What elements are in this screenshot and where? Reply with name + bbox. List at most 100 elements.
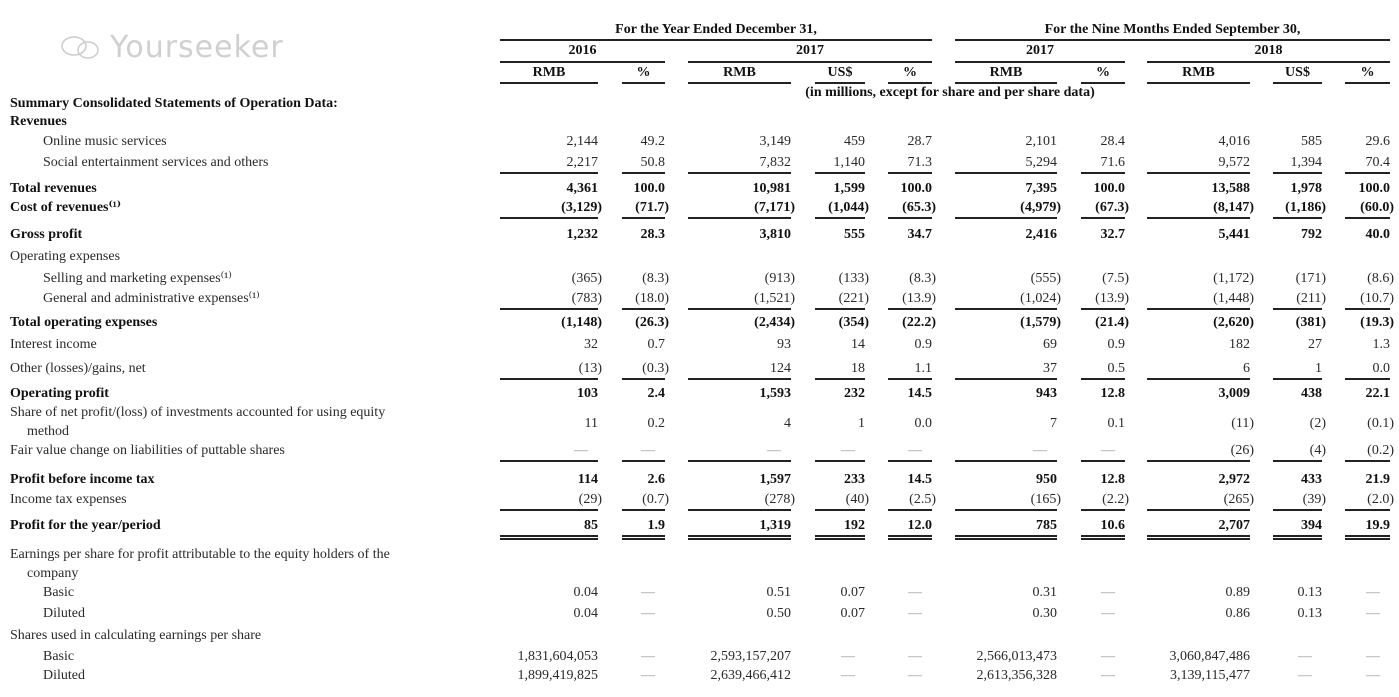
cell-value: — <box>908 668 922 683</box>
cell-value: — <box>641 443 655 458</box>
cell-value: 37 <box>1043 361 1057 376</box>
cell-value: 0.31 <box>1032 585 1058 600</box>
subtotal-rule <box>688 217 791 219</box>
total-double-rule <box>688 535 791 540</box>
cell-value: (13.9) <box>1095 291 1129 306</box>
cell-value: (221) <box>838 291 869 306</box>
cell-value: 4 <box>784 416 791 431</box>
cell-value: (10.7) <box>1360 291 1394 306</box>
cell-value: (0.2) <box>1367 443 1394 458</box>
header-rule <box>955 39 1390 41</box>
cell-value: (7,171) <box>754 200 795 215</box>
cell-value: — <box>1033 443 1047 458</box>
cell-value: 2,217 <box>566 155 599 170</box>
cell-value: 4,361 <box>566 181 599 196</box>
total-double-rule <box>1081 535 1125 540</box>
cell-value: — <box>908 443 922 458</box>
cell-value: (1,448) <box>1213 291 1254 306</box>
row-label: Total revenues <box>10 181 97 196</box>
subtotal-rule <box>955 460 1057 462</box>
cell-value: 3,139,115,477 <box>1170 668 1250 683</box>
column-header: % <box>1360 65 1375 80</box>
column-header: RMB <box>532 65 566 80</box>
cell-value: 2,972 <box>1218 472 1251 487</box>
column-header: US$ <box>827 65 853 80</box>
cell-value: (13.9) <box>902 291 936 306</box>
cell-value: 1,831,604,053 <box>517 649 599 664</box>
cell-value: 124 <box>770 361 791 376</box>
row-label: Summary Consolidated Statements of Opera… <box>10 96 338 111</box>
cell-value: (4,979) <box>1020 200 1061 215</box>
subtotal-rule <box>1081 308 1125 310</box>
cell-value: 29.6 <box>1365 134 1391 149</box>
subtotal-rule <box>815 217 865 219</box>
watermark: Yourseeker <box>110 30 284 65</box>
cell-value: (1,148) <box>561 315 602 330</box>
cell-value: 28.3 <box>640 227 666 242</box>
cell-value: 85 <box>584 518 598 533</box>
row-label: General and administrative expenses⁽¹⁾ <box>43 291 260 306</box>
column-rule <box>1081 82 1125 84</box>
cell-value: — <box>641 668 655 683</box>
cell-value: — <box>908 585 922 600</box>
cell-value: (29) <box>578 492 602 507</box>
cell-value: 1.1 <box>914 361 933 376</box>
cell-value: 0.1 <box>1107 416 1126 431</box>
cell-value: — <box>1298 668 1312 683</box>
subtotal-rule <box>1081 378 1125 380</box>
subtotal-rule <box>622 308 665 310</box>
row-label: Total operating expenses <box>10 315 158 330</box>
cell-value: 0.50 <box>766 606 792 621</box>
row-label: Basic <box>43 649 75 664</box>
wechat-icon <box>61 36 99 59</box>
cell-value: 1.3 <box>1372 337 1391 352</box>
subtotal-rule <box>955 509 1057 511</box>
subtotal-rule <box>1273 378 1322 380</box>
cell-value: 0.0 <box>914 416 933 431</box>
year-header: 2018 <box>1254 43 1283 58</box>
cell-value: 2,639,466,412 <box>710 668 792 683</box>
cell-value: 49.2 <box>640 134 666 149</box>
row-label: Online music services <box>43 134 167 149</box>
subtotal-rule <box>1345 378 1390 380</box>
cell-value: (2.0) <box>1367 492 1394 507</box>
period-year-header: For the Year Ended December 31, <box>615 22 817 37</box>
cell-value: 459 <box>844 134 865 149</box>
total-double-rule <box>1147 535 1250 540</box>
row-label: Operating expenses <box>10 249 121 264</box>
cell-value: 394 <box>1301 518 1322 533</box>
cell-value: 18 <box>851 361 865 376</box>
subtotal-rule <box>955 217 1057 219</box>
subtotal-rule <box>1081 217 1125 219</box>
subtotal-rule <box>1147 378 1250 380</box>
subtotal-rule <box>500 172 598 174</box>
column-header: % <box>1096 65 1110 80</box>
cell-value: — <box>641 649 655 664</box>
cell-value: (354) <box>838 315 869 330</box>
cell-value: 10,981 <box>752 181 792 196</box>
cell-value: 100.0 <box>900 181 933 196</box>
cell-value: (0.7) <box>642 492 669 507</box>
subtotal-rule <box>955 172 1057 174</box>
cell-value: 0.89 <box>1225 585 1251 600</box>
cell-value: (2,434) <box>754 315 795 330</box>
subtotal-rule <box>815 460 865 462</box>
cell-value: 792 <box>1301 227 1322 242</box>
column-header: RMB <box>989 65 1023 80</box>
column-header: RMB <box>1182 65 1215 80</box>
cell-value: 1,140 <box>833 155 866 170</box>
subtotal-rule <box>1147 308 1250 310</box>
cell-value: 28.4 <box>1100 134 1126 149</box>
row-label: Diluted <box>43 606 85 621</box>
cell-value: (2.5) <box>909 492 936 507</box>
cell-value: 32 <box>584 337 598 352</box>
total-double-rule <box>888 535 932 540</box>
cell-value: (4) <box>1309 443 1326 458</box>
cell-value: (7.5) <box>1102 271 1129 286</box>
cell-value: 1,599 <box>833 181 866 196</box>
subtotal-rule <box>688 460 791 462</box>
cell-value: — <box>641 606 655 621</box>
cell-value: 114 <box>577 472 598 487</box>
cell-value: 19.9 <box>1365 518 1391 533</box>
cell-value: 943 <box>1036 386 1057 401</box>
